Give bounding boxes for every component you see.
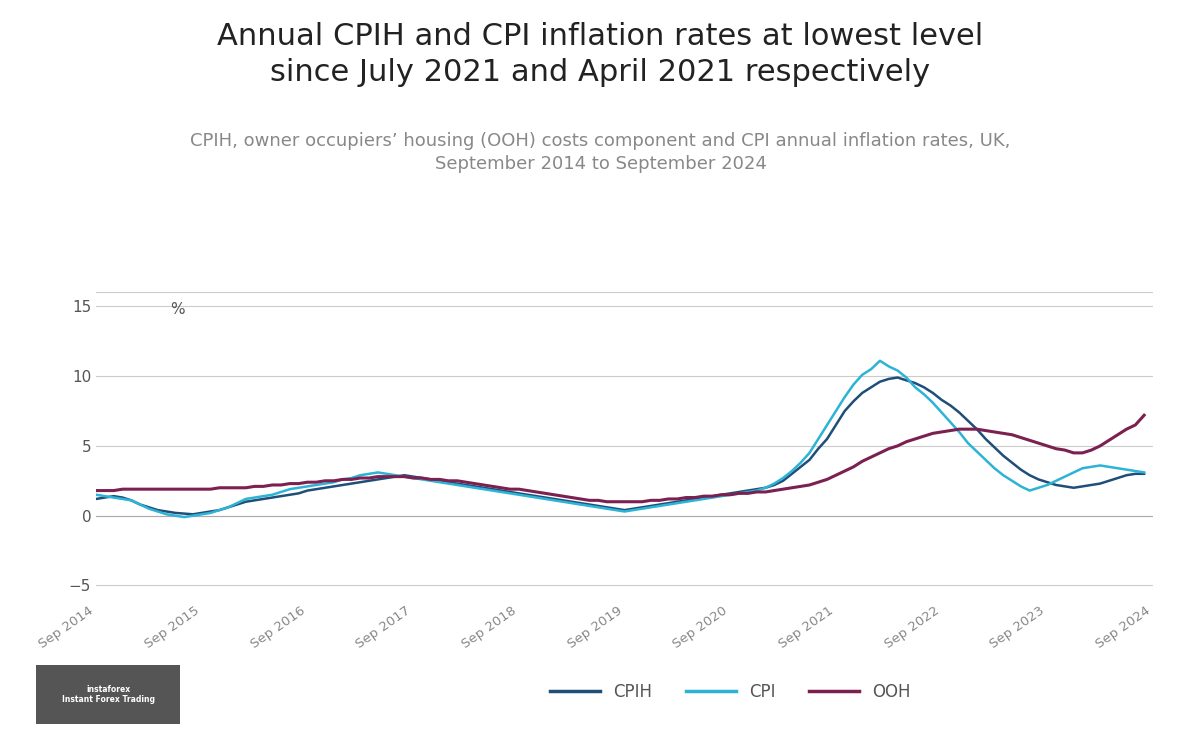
- Text: Annual CPIH and CPI inflation rates at lowest level
since July 2021 and April 20: Annual CPIH and CPI inflation rates at l…: [217, 22, 984, 87]
- Text: %: %: [171, 302, 185, 317]
- Text: CPIH, owner occupiers’ housing (OOH) costs component and CPI annual inflation ra: CPIH, owner occupiers’ housing (OOH) cos…: [190, 132, 1011, 173]
- Text: instaforex
Instant Forex Trading: instaforex Instant Forex Trading: [61, 685, 155, 704]
- Legend: CPIH, CPI, OOH: CPIH, CPI, OOH: [543, 676, 918, 708]
